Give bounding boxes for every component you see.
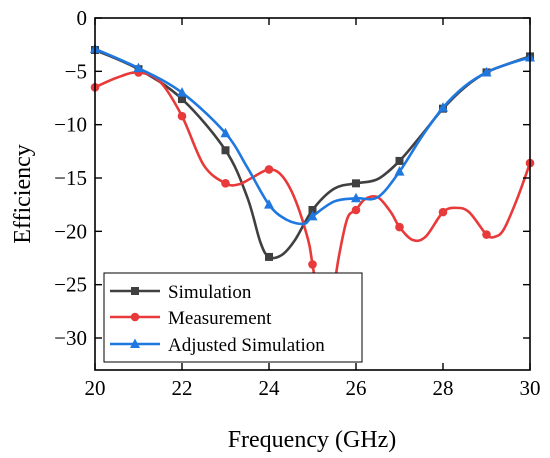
x-tick-label: 30 [520, 376, 541, 400]
x-axis-title: Frequency (GHz) [228, 427, 397, 453]
series-line-adjusted-simulation [94, 47, 531, 226]
y-tick-label: −5 [65, 59, 87, 83]
data-point-measurement [395, 222, 404, 232]
data-point-measurement [482, 230, 491, 239]
y-tick-label: 0 [77, 6, 88, 30]
series-layer [90, 43, 535, 321]
data-point-measurement [264, 165, 274, 174]
legend: Simulation Measurement Adjusted Simulati… [103, 272, 363, 363]
series-measurement [90, 68, 535, 321]
x-tick-label: 26 [346, 376, 367, 400]
y-axis-title: Efficiency [10, 144, 36, 244]
data-point-adjusted-simulation [481, 66, 492, 77]
data-point-measurement [438, 207, 448, 217]
data-point-measurement [308, 260, 317, 269]
data-point-simulation [221, 146, 230, 155]
axes-layer: 20 22 24 26 28 30 0 −5 −10 −15 −20 −25 −30 [54, 6, 540, 400]
data-point-simulation [395, 156, 404, 165]
data-point-adjusted-simulation [394, 166, 405, 176]
legend-label-simulation: Simulation [168, 282, 252, 303]
data-point-simulation [178, 95, 186, 104]
y-tick-label: −10 [54, 113, 87, 137]
legend-marker-adjusted-simulation [130, 338, 140, 348]
data-point-adjusted-simulation [351, 192, 361, 203]
x-tick-label: 20 [85, 376, 106, 400]
data-point-adjusted-simulation [438, 102, 448, 112]
legend-entries [110, 287, 160, 348]
legend-label-measurement: Measurement [168, 308, 272, 329]
data-point-measurement [351, 205, 361, 215]
y-tick-label: −20 [54, 219, 87, 243]
y-tick-label: −15 [54, 166, 87, 190]
x-tick-label: 22 [172, 376, 193, 400]
data-point-measurement [177, 111, 187, 121]
legend-marker-simulation [131, 287, 139, 295]
data-point-adjusted-simulation [133, 62, 144, 73]
y-tick-label: −30 [54, 326, 87, 350]
data-point-measurement [221, 179, 230, 188]
series-line-measurement [94, 71, 532, 321]
data-point-adjusted-simulation [264, 199, 274, 209]
y-tick-label: −25 [54, 273, 87, 297]
data-point-adjusted-simulation [220, 127, 231, 138]
data-point-simulation [308, 206, 317, 214]
x-tick-label: 28 [433, 376, 454, 400]
data-point-simulation [265, 252, 273, 261]
data-point-adjusted-simulation [307, 210, 318, 221]
plot-frame [94, 17, 531, 371]
series-adjusted-simulation [90, 43, 535, 226]
data-point-simulation [352, 179, 360, 188]
data-point-adjusted-simulation [177, 87, 187, 97]
x-tick-label: 24 [259, 376, 281, 400]
legend-label-adjusted-simulation: Adjusted Simulation [168, 335, 325, 356]
legend-marker-measurement [130, 312, 140, 322]
